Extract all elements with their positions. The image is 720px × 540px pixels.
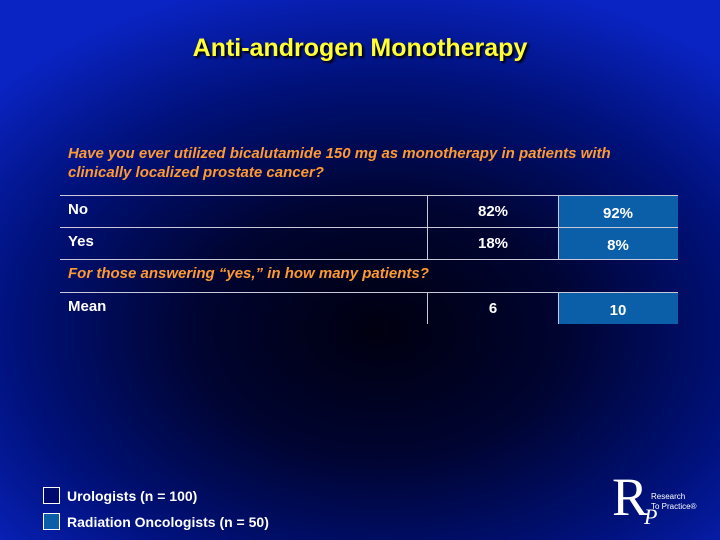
- followup-question: For those answering “yes,” in how many p…: [68, 265, 429, 282]
- legend-label-radiation-oncologists: Radiation Oncologists (n = 50): [67, 514, 269, 530]
- radiation-oncologists-value: 10: [609, 302, 627, 319]
- row-label: Yes: [68, 233, 94, 250]
- survey-question: Have you ever utilized bicalutamide 150 …: [68, 145, 611, 181]
- urologists-value: 6: [488, 300, 498, 317]
- radiation-oncologists-value: 8%: [607, 237, 629, 254]
- logo-text: Research To Practice®: [651, 492, 696, 512]
- table-divider: [558, 292, 559, 324]
- table-rule: [60, 227, 678, 228]
- legend-swatch-radiation-oncologists: [43, 513, 60, 530]
- urologists-value: 18%: [477, 235, 509, 252]
- row-label: No: [68, 201, 88, 218]
- table-divider: [427, 292, 428, 324]
- legend-swatch-urologists: [43, 487, 60, 504]
- logo-letter-r: R: [612, 467, 649, 527]
- logo-text-line1: Research: [651, 492, 686, 501]
- logo-text-line2: To Practice®: [651, 502, 697, 511]
- teal-cell-yes: [558, 228, 678, 260]
- radiation-oncologists-value: 92%: [602, 205, 634, 222]
- table-divider: [558, 195, 559, 260]
- urologists-value: 82%: [477, 203, 509, 220]
- table-rule: [60, 292, 678, 293]
- table-rule: [60, 259, 678, 260]
- teal-cell-no: [558, 196, 678, 228]
- row-label: Mean: [68, 298, 107, 315]
- table-rule: [60, 195, 678, 196]
- legend-label-urologists: Urologists (n = 100): [67, 488, 198, 504]
- teal-cell-mean: [558, 293, 678, 324]
- table-divider: [427, 195, 428, 260]
- slide-title: Anti-androgen Monotherapy: [192, 34, 528, 62]
- logo-letter-p: P: [644, 504, 658, 529]
